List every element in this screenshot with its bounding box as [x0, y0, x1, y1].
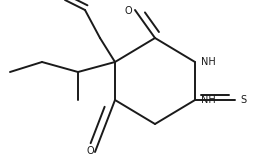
Text: S: S [240, 95, 246, 105]
Text: O: O [124, 6, 132, 16]
Text: O: O [86, 146, 94, 156]
Text: NH: NH [201, 95, 216, 105]
Text: NH: NH [201, 57, 216, 67]
